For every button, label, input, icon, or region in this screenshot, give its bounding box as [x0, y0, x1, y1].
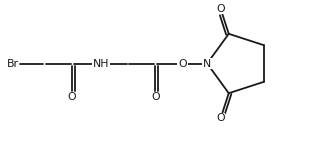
- Text: NH: NH: [93, 58, 109, 69]
- Text: O: O: [216, 113, 225, 123]
- Text: O: O: [216, 4, 225, 14]
- Text: O: O: [178, 58, 187, 69]
- Text: N: N: [203, 58, 211, 69]
- Text: O: O: [151, 92, 159, 102]
- Text: Br: Br: [6, 58, 18, 69]
- Text: O: O: [68, 92, 76, 102]
